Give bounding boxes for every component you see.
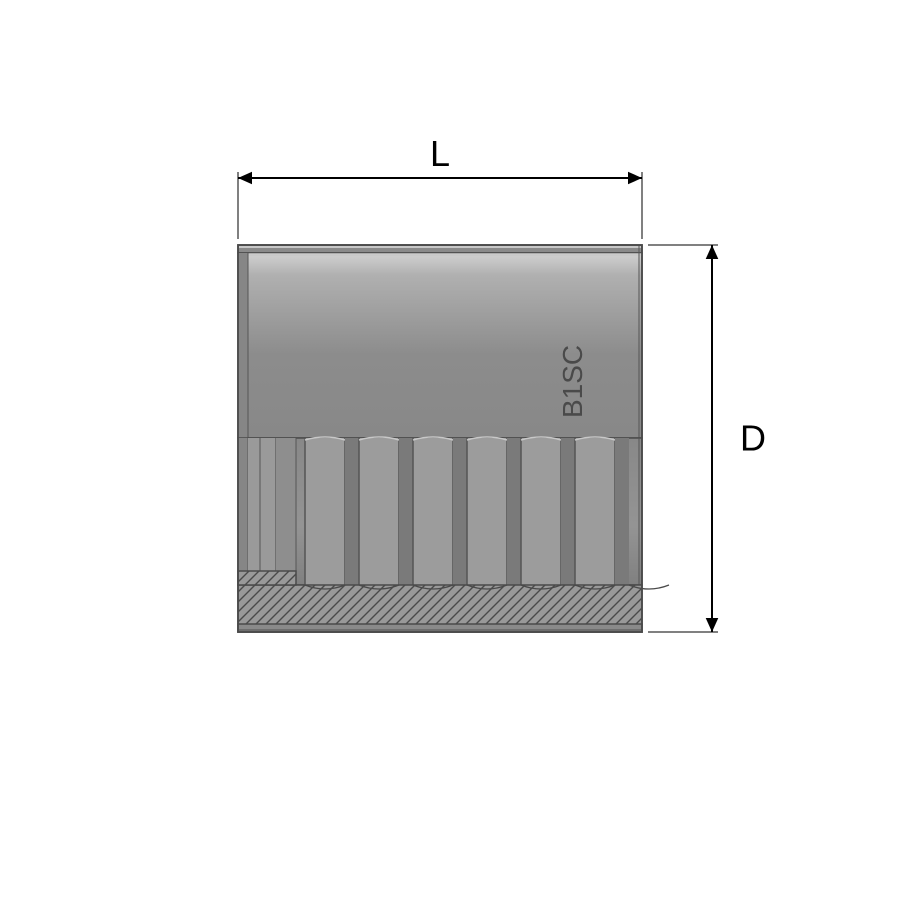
groove <box>453 438 467 585</box>
groove <box>507 438 521 585</box>
rib <box>467 438 507 585</box>
part-label: B1SC <box>557 345 588 418</box>
dim-label-l: L <box>430 133 450 174</box>
left-step-lower <box>238 438 248 585</box>
technical-drawing: B1SC L D <box>0 0 900 900</box>
upper-chamfer <box>238 253 642 256</box>
ferrule-part: B1SC <box>238 245 669 632</box>
arrow-d-top <box>706 245 719 259</box>
arrow-l-left <box>238 172 252 185</box>
groove <box>345 438 359 585</box>
left-flange <box>248 438 276 585</box>
dim-label-d: D <box>740 418 766 459</box>
left-step-upper <box>238 253 248 438</box>
rib <box>359 438 399 585</box>
rib <box>521 438 561 585</box>
rib <box>575 438 615 585</box>
groove <box>399 438 413 585</box>
collar-highlight <box>239 246 641 248</box>
left-gap <box>276 438 296 585</box>
arrow-d-bot <box>706 618 719 632</box>
groove <box>561 438 575 585</box>
rib <box>413 438 453 585</box>
rib <box>305 438 345 585</box>
arrow-l-right <box>628 172 642 185</box>
section-hatch-step <box>238 571 296 585</box>
groove <box>615 438 629 585</box>
bottom-collar-shadow <box>239 629 641 631</box>
